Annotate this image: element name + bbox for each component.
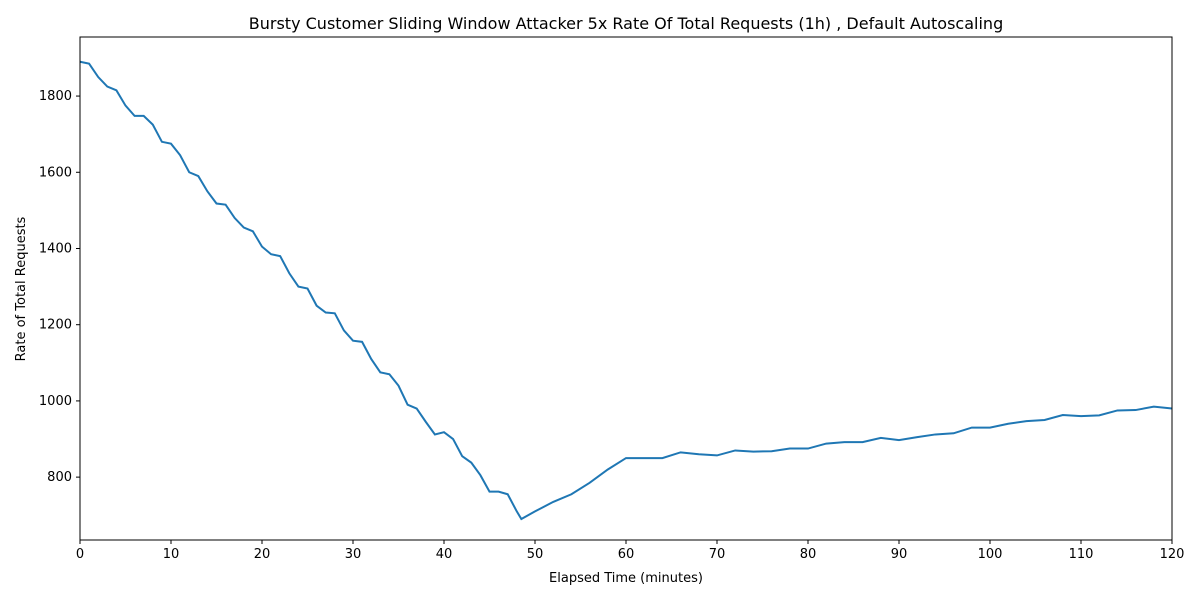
chart-title: Bursty Customer Sliding Window Attacker …: [249, 14, 1003, 33]
x-tick-label: 70: [709, 547, 726, 562]
x-tick-label: 20: [254, 547, 271, 562]
x-tick-label: 90: [891, 547, 908, 562]
line: [79, 60, 1173, 521]
x-tick-label: 30: [345, 547, 362, 562]
x-tick-label: 80: [800, 547, 817, 562]
y-tick-label: 1800: [39, 89, 72, 104]
x-tick-label: 0: [76, 547, 84, 562]
y-tick-label: 800: [47, 470, 72, 485]
x-tick-label: 100: [978, 547, 1003, 562]
x-tick-label: 10: [163, 547, 180, 562]
y-tick-label: 1200: [39, 318, 72, 333]
x-tick-label: 40: [436, 547, 453, 562]
y-tick-label: 1000: [39, 394, 72, 409]
x-axis-label: Elapsed Time (minutes): [549, 571, 703, 586]
y-axis-label: Rate of Total Requests: [14, 216, 29, 361]
y-tick-label: 1600: [39, 165, 72, 180]
y-tick-label: 1400: [39, 241, 72, 256]
x-tick-label: 60: [618, 547, 635, 562]
x-tick-label: 120: [1160, 547, 1185, 562]
x-tick-label: 110: [1069, 547, 1094, 562]
plot-frame: [79, 36, 1173, 541]
x-tick-label: 50: [527, 547, 544, 562]
